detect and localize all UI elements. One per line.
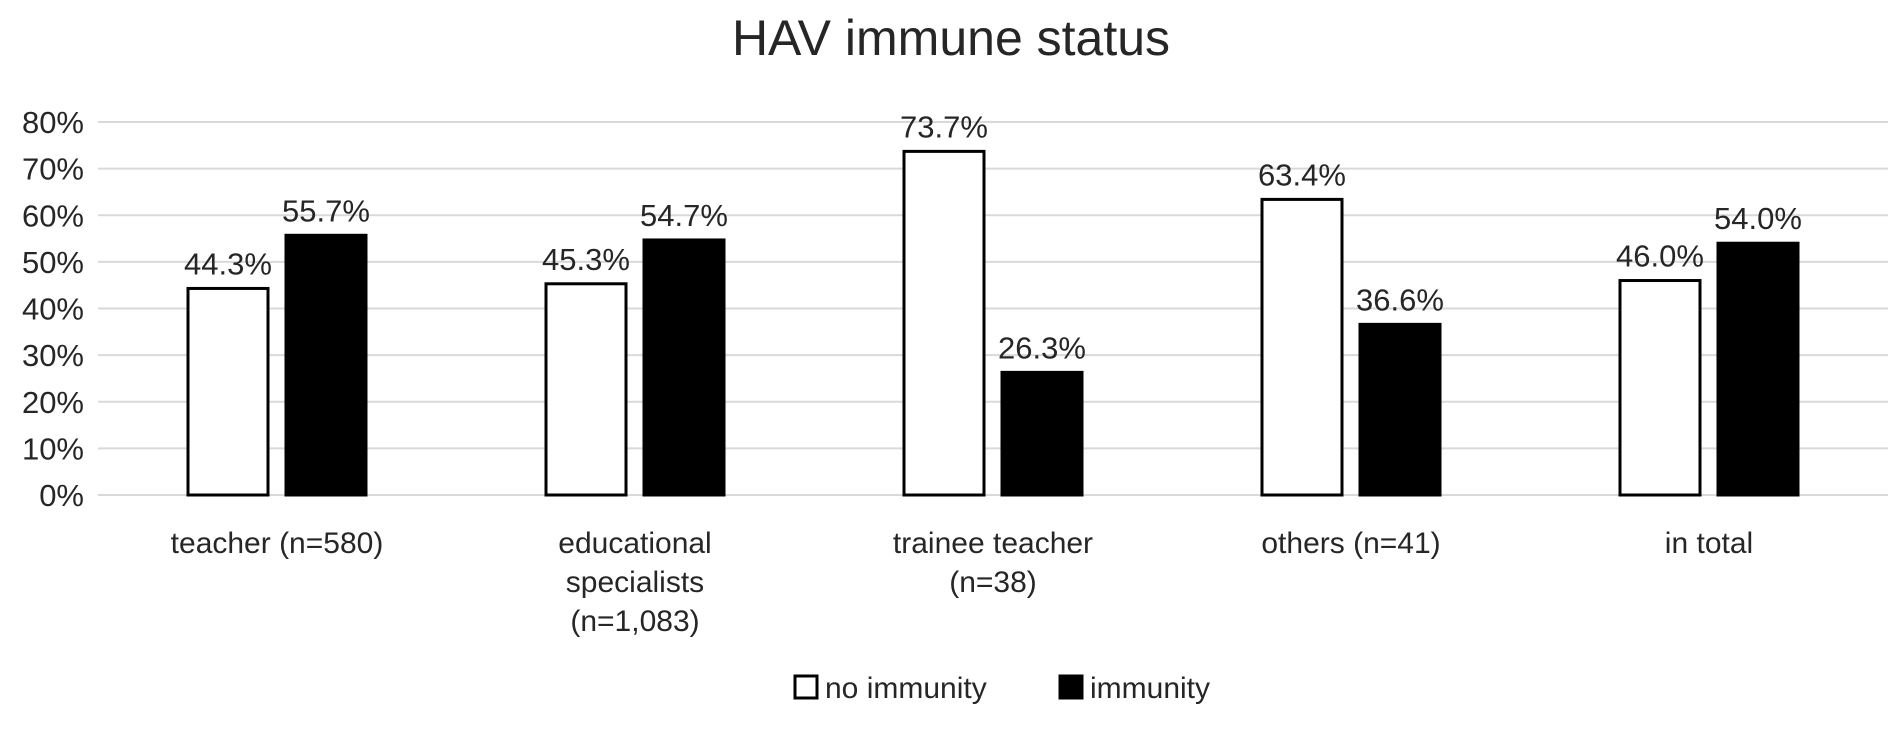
category-label: specialists [566, 566, 704, 599]
bar-no-immunity [902, 149, 986, 497]
y-tick-label: 20% [22, 385, 84, 420]
chart-title: HAV immune status [732, 10, 1170, 66]
y-tick-label: 40% [22, 292, 84, 327]
bar-no-immunity [544, 282, 628, 497]
bar-no-immunity [1260, 197, 1344, 497]
data-labels: 44.3% 45.3% 73.7% 63.4% 46.0% 55.7% 54.7% 26.3%… [184, 109, 1802, 365]
y-tick-label: 0% [39, 478, 84, 513]
category-label: (n=1,083) [570, 605, 699, 638]
legend-swatch-immunity [1058, 674, 1084, 700]
category-label: educational [558, 527, 711, 560]
data-label: 45.3% [542, 242, 630, 277]
bar-immunity [284, 233, 368, 497]
data-label: 54.7% [640, 198, 728, 233]
y-tick-label: 30% [22, 338, 84, 373]
data-label: 36.6% [1356, 282, 1444, 317]
category-label: trainee teacher [893, 527, 1093, 560]
y-tick-label: 70% [22, 152, 84, 187]
category-label: teacher (n=580) [171, 527, 384, 560]
y-tick-label: 10% [22, 431, 84, 466]
bar-immunity [1000, 370, 1084, 497]
data-label: 73.7% [900, 109, 988, 144]
gridlines [98, 121, 1888, 496]
data-label: 46.0% [1616, 239, 1704, 274]
legend: no immunity immunity [793, 672, 1210, 705]
data-label: 54.0% [1714, 201, 1802, 236]
y-axis-ticks: 0% 10% 20% 30% 40% 50% 60% 70% 80% [22, 105, 84, 513]
legend-swatch-no-immunity [793, 674, 819, 700]
bar-no-immunity [1618, 279, 1702, 497]
legend-label: immunity [1090, 672, 1210, 705]
category-label: others (n=41) [1261, 527, 1440, 560]
bar-immunity [642, 238, 726, 497]
x-axis-categories: teacher (n=580) educational specialists (n=… [171, 527, 1754, 638]
legend-label: no immunity [825, 672, 987, 705]
y-tick-label: 60% [22, 198, 84, 233]
bars [186, 149, 1800, 497]
data-label: 63.4% [1258, 157, 1346, 192]
data-label: 44.3% [184, 246, 272, 281]
bar-immunity [1358, 322, 1442, 497]
bar-immunity [1716, 241, 1800, 497]
data-label: 55.7% [282, 193, 370, 228]
bar-no-immunity [186, 286, 270, 497]
data-label: 26.3% [998, 330, 1086, 365]
y-tick-label: 80% [22, 105, 84, 140]
category-label: (n=38) [949, 566, 1037, 599]
y-tick-label: 50% [22, 245, 84, 280]
category-label: in total [1665, 527, 1753, 560]
